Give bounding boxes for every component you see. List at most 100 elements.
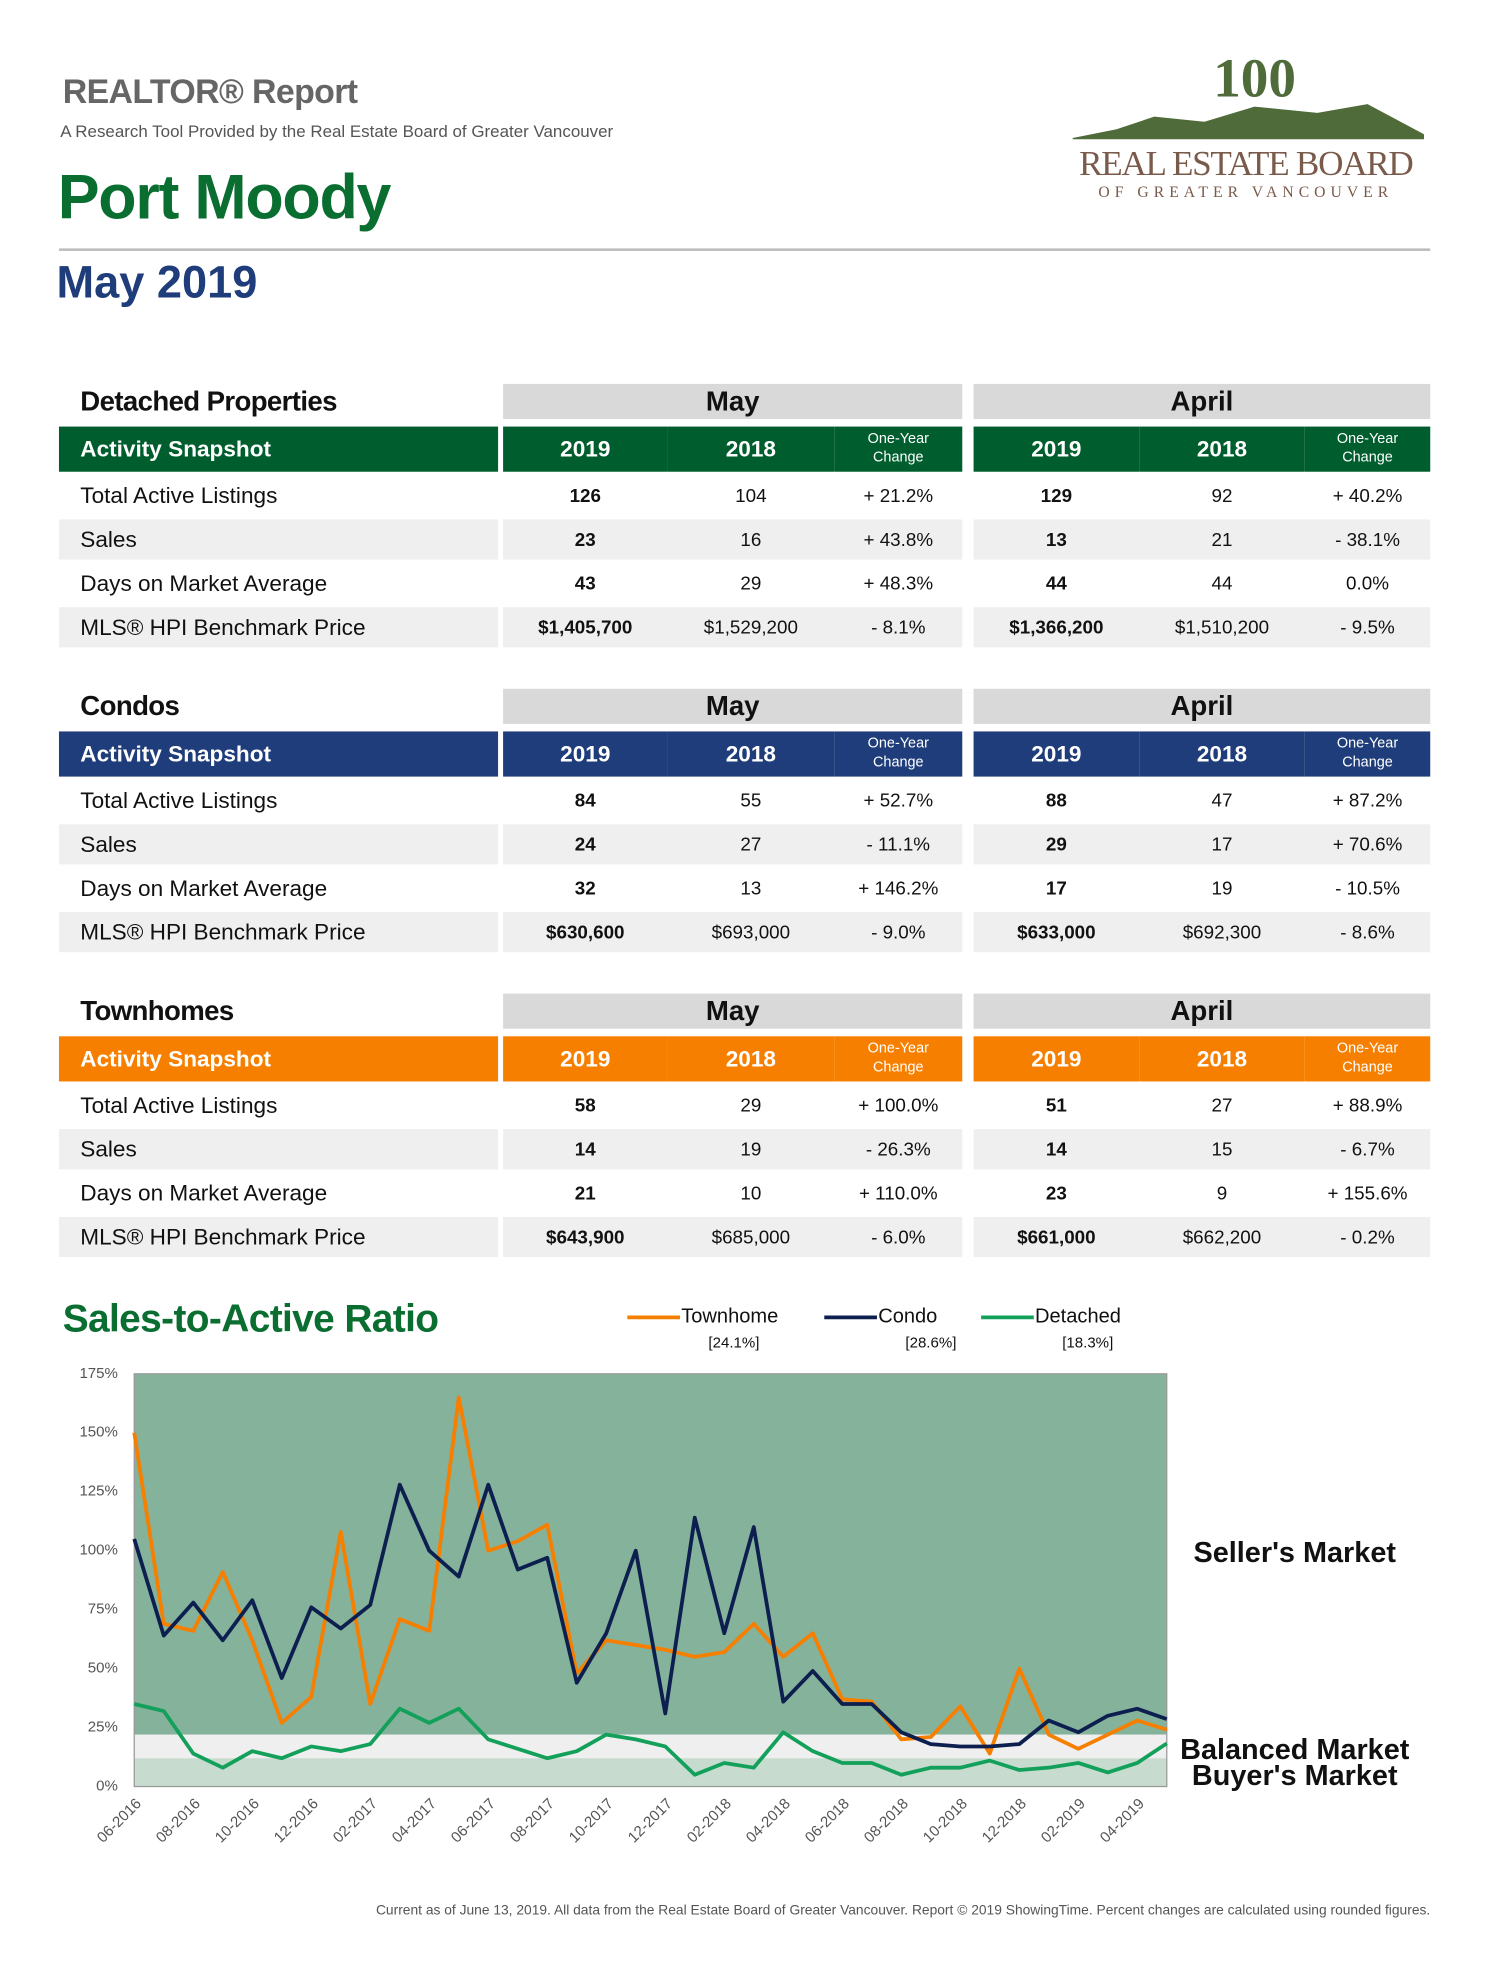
- column-header: 2018: [667, 1036, 835, 1082]
- row-label: Sales: [80, 831, 137, 857]
- row-label-bg: [58, 912, 499, 953]
- cell-value: 92: [1211, 484, 1233, 507]
- cell-value: 43: [574, 572, 596, 595]
- x-tick-label: 06-2016: [94, 1795, 145, 1846]
- row-label-bg: [58, 607, 499, 648]
- legend-label: Townhome: [681, 1306, 778, 1328]
- period-title: May 2019: [56, 255, 258, 308]
- footer: Current as of June 13, 2019. All data fr…: [375, 1903, 1431, 1919]
- snapshot-label: Activity Snapshot: [80, 1045, 272, 1071]
- column-header: One-Year Change: [1304, 731, 1431, 777]
- cell-value: - 0.2%: [1340, 1226, 1395, 1248]
- section-title: Detached Properties: [80, 385, 337, 417]
- logo-name: REAL ESTATE BOARD: [1079, 144, 1412, 183]
- row-label: MLS® HPI Benchmark Price: [80, 1223, 366, 1249]
- row-bg: [503, 519, 963, 560]
- row-label-bg: [58, 824, 499, 865]
- row-label-bg: [58, 1216, 499, 1258]
- column-header: One-Year Change: [1304, 426, 1431, 472]
- x-tick-label: 06-2018: [802, 1795, 853, 1846]
- y-tick-label: 150%: [79, 1424, 117, 1441]
- logo-skyline: [1072, 104, 1424, 140]
- column-header: 2019: [973, 1036, 1140, 1082]
- row-bg: [973, 1216, 1431, 1258]
- cell-value: 15: [1211, 1138, 1233, 1160]
- row-label: MLS® HPI Benchmark Price: [80, 918, 366, 945]
- legend-current: [24.1%]: [708, 1335, 759, 1352]
- column-header: One-Year Change: [834, 1036, 963, 1082]
- cell-value: + 146.2%: [858, 877, 939, 899]
- x-tick-label: 10-2016: [212, 1795, 263, 1846]
- cell-value: 55: [740, 789, 762, 812]
- row-bg: [973, 824, 1431, 865]
- snapshot-bar: [58, 1036, 499, 1082]
- cell-value: $1,405,700: [538, 616, 633, 638]
- cell-value: 29: [740, 572, 762, 595]
- row-label: Total Active Listings: [80, 482, 278, 508]
- row-bg: [973, 519, 1431, 560]
- y-tick-label: 0%: [96, 1778, 118, 1795]
- x-tick-label: 02-2017: [330, 1795, 381, 1846]
- series-line: [132, 1395, 1168, 1756]
- logo-number: 100: [1213, 56, 1296, 108]
- x-tick-label: 10-2018: [920, 1795, 971, 1846]
- x-tick-label: 02-2018: [684, 1795, 735, 1846]
- cell-value: 84: [574, 789, 596, 812]
- logo: 100 REAL ESTATE BOARD OF GREATER VANCOUV…: [1072, 56, 1424, 201]
- cell-value: + 21.2%: [863, 484, 934, 507]
- y-tick-label: 100%: [79, 1542, 117, 1559]
- row-bg: [973, 1129, 1431, 1170]
- cell-value: 58: [574, 1094, 596, 1116]
- column-header: One-Year Change: [1304, 1036, 1431, 1082]
- x-tick-label: 02-2019: [1038, 1795, 1089, 1846]
- cell-value: 17: [1211, 833, 1233, 856]
- cell-value: $630,600: [546, 921, 625, 943]
- x-tick-label: 10-2017: [566, 1795, 617, 1846]
- cell-value: + 88.9%: [1332, 1094, 1403, 1116]
- cell-value: + 52.7%: [863, 789, 934, 812]
- area-title: Port Moody: [57, 161, 392, 233]
- y-tick-label: 25%: [88, 1719, 118, 1736]
- band-label: Seller's Market: [1194, 1537, 1397, 1569]
- series-line: [133, 1702, 1168, 1777]
- snapshot-label: Activity Snapshot: [80, 740, 272, 766]
- band-label: Buyer's Market: [1192, 1760, 1398, 1792]
- period-header: April: [973, 383, 1431, 420]
- cell-value: 21: [574, 1182, 596, 1204]
- x-tick-label: 08-2018: [861, 1795, 912, 1846]
- cell-value: 27: [740, 833, 762, 856]
- report-title: REALTOR® Report: [62, 72, 358, 111]
- column-header: 2018: [667, 731, 835, 777]
- cell-value: 104: [735, 484, 767, 507]
- cell-value: - 9.5%: [1340, 616, 1395, 638]
- column-header: 2018: [667, 426, 835, 472]
- cell-value: 24: [574, 833, 596, 856]
- section-title: Condos: [80, 690, 180, 722]
- cell-value: 44: [1045, 572, 1067, 595]
- cell-value: 16: [740, 528, 762, 551]
- cell-value: - 8.6%: [1340, 921, 1395, 943]
- y-tick-label: 50%: [88, 1660, 118, 1677]
- cell-value: $633,000: [1017, 921, 1096, 943]
- row-bg: [973, 912, 1431, 953]
- cell-value: + 48.3%: [863, 572, 934, 595]
- legend-current: [28.6%]: [905, 1335, 956, 1352]
- cell-value: - 6.0%: [871, 1226, 926, 1248]
- row-label: Days on Market Average: [80, 1179, 328, 1206]
- cell-value: $1,529,200: [703, 616, 798, 638]
- y-tick-label: 75%: [88, 1601, 118, 1618]
- row-label-bg: [58, 519, 499, 560]
- y-tick-label: 125%: [79, 1483, 117, 1500]
- column-header: 2019: [973, 426, 1140, 472]
- cell-value: $661,000: [1017, 1226, 1096, 1248]
- cell-value: 29: [740, 1094, 762, 1116]
- tagline: A Research Tool Provided by the Real Est…: [60, 121, 614, 141]
- cell-value: 23: [1045, 1182, 1067, 1204]
- snapshot-bar: [58, 731, 499, 777]
- cell-value: 29: [1045, 833, 1067, 856]
- column-header: 2019: [503, 731, 668, 777]
- cell-value: 19: [740, 1138, 762, 1160]
- cell-value: - 9.0%: [871, 921, 926, 943]
- cell-value: 19: [1211, 877, 1233, 899]
